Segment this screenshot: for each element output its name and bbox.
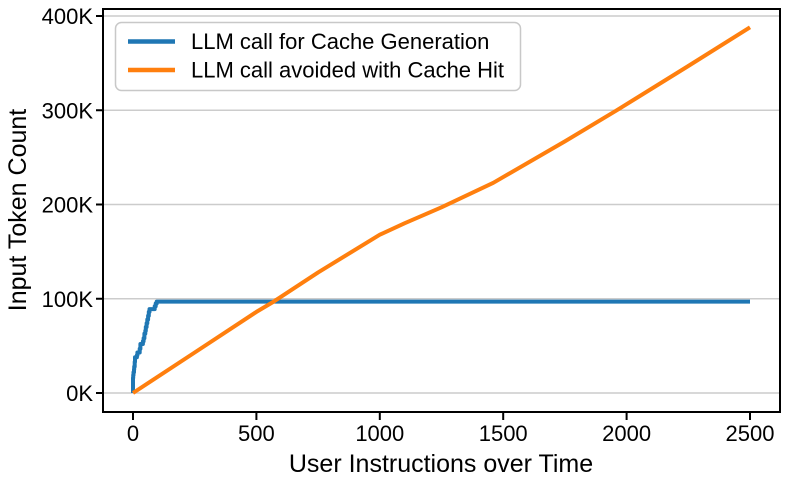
axis-ticks — [96, 15, 751, 420]
legend: LLM call for Cache Generation LLM call av… — [114, 21, 522, 92]
legend-entry-label: LLM call avoided with Cache Hit — [191, 58, 504, 83]
x-tick-label: 2000 — [602, 421, 651, 446]
axis-tick-labels: 0 500 1000 1500 2000 2500 0K 100K 200K 300K 400K — [42, 4, 775, 446]
y-tick-label: 400K — [42, 4, 94, 29]
legend-box — [114, 21, 522, 92]
x-tick-label: 1500 — [479, 421, 528, 446]
y-axis-label: Input Token Count — [4, 109, 32, 312]
x-tick-label: 2500 — [726, 421, 775, 446]
y-tick-label: 100K — [42, 287, 94, 312]
y-tick-label: 300K — [42, 98, 94, 123]
series-line — [131, 299, 750, 393]
data-series — [131, 25, 752, 395]
y-tick-label: 0K — [66, 381, 93, 406]
x-axis-label: User Instructions over Time — [289, 450, 593, 478]
x-tick-label: 500 — [238, 421, 275, 446]
gridlines — [104, 15, 779, 394]
x-tick-label: 0 — [127, 421, 139, 446]
series-line — [131, 25, 752, 395]
x-tick-label: 1000 — [355, 421, 404, 446]
legend-entry-label: LLM call for Cache Generation — [191, 29, 489, 54]
plot-border — [102, 8, 781, 413]
y-tick-label: 200K — [42, 193, 94, 218]
